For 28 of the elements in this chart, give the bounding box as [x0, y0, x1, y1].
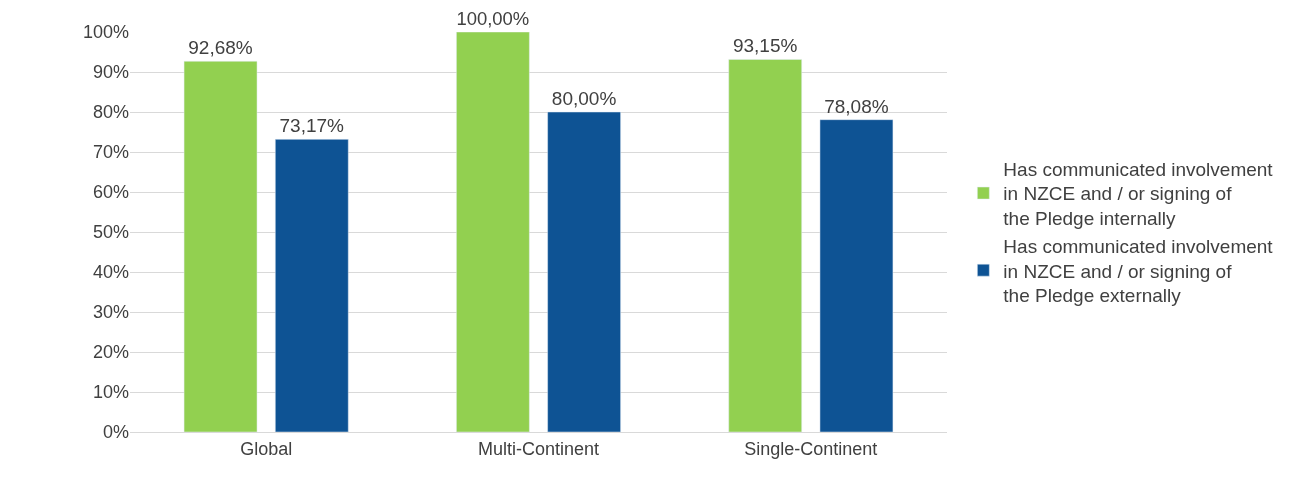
bar	[819, 119, 894, 432]
y-tick-label: 10%	[92, 382, 129, 403]
bar	[456, 32, 530, 432]
legend-label: Has communicated involvement in NZCE and / or signing of the Pledge internally	[1003, 158, 1274, 230]
y-tick-label: 40%	[92, 262, 129, 283]
data-label: 92,68%	[188, 37, 253, 59]
legend-label: Has communicated involvement in NZCE and / or signing of the Pledge externally	[1003, 235, 1274, 307]
data-label: 78,08%	[824, 95, 889, 117]
data-label: 100,00%	[456, 8, 530, 30]
y-tick-label: 100%	[82, 22, 129, 43]
bar	[183, 61, 258, 432]
bar	[547, 111, 621, 432]
data-label: 73,17%	[279, 115, 345, 137]
x-tick-label: Multi-Continent	[477, 438, 600, 459]
x-tick-label: Single-Continent	[744, 438, 878, 459]
data-label: 80,00%	[551, 88, 617, 109]
y-tick-label: 90%	[92, 62, 129, 83]
bar	[275, 139, 349, 432]
y-tick-label: 50%	[92, 222, 129, 243]
y-tick-label: 0%	[102, 422, 129, 443]
data-label: 93,15%	[732, 35, 798, 57]
x-tick-label: Global	[240, 438, 293, 459]
y-tick-label: 70%	[92, 142, 129, 163]
y-tick-label: 60%	[92, 182, 129, 203]
bar	[728, 59, 802, 432]
y-tick-label: 80%	[92, 102, 129, 123]
y-tick-label: 20%	[92, 342, 129, 363]
y-tick-label: 30%	[92, 302, 129, 323]
